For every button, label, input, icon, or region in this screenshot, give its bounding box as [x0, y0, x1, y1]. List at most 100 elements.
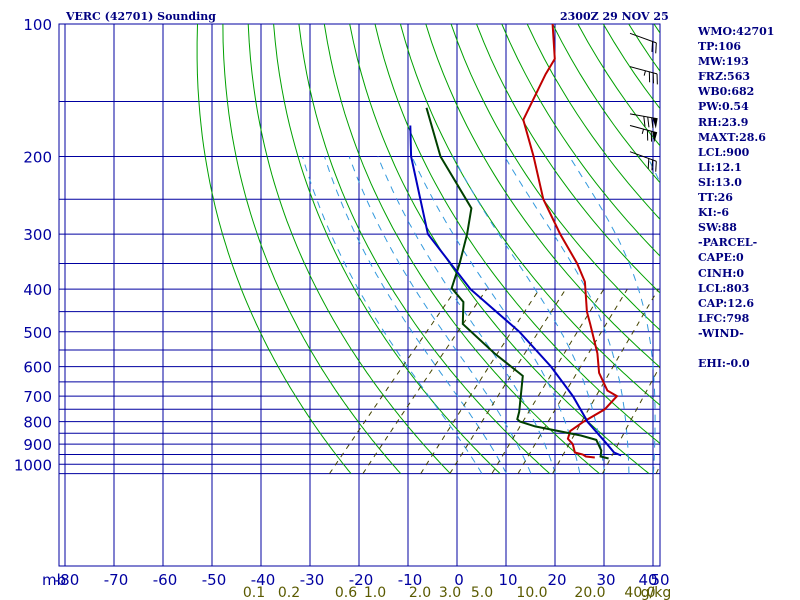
sounding-series	[409, 24, 622, 460]
dry-adiabat	[399, 24, 660, 406]
x-tick-label: mb	[42, 571, 66, 589]
x-tick-label: 10	[498, 571, 517, 589]
wind-barb	[629, 32, 657, 54]
stat-item: MAXT:28.6	[698, 130, 766, 144]
stat-item: CAP:12.6	[698, 296, 755, 310]
wind-barb-shaft	[629, 32, 657, 44]
y-tick-label: 200	[23, 149, 52, 167]
stat-item: SW:88	[698, 221, 737, 235]
y-tick-label: 400	[23, 281, 52, 299]
dry-adiabat	[196, 24, 352, 474]
y-tick-label: 600	[23, 359, 52, 377]
mixing-ratio-line	[449, 288, 567, 474]
moist-adiabat	[568, 156, 656, 474]
dry-adiabat	[349, 24, 650, 474]
dry-adiabats	[196, 24, 660, 474]
mixing-ratio-label: 20.0	[574, 585, 605, 600]
stat-item: EHI:-0.0	[698, 357, 750, 371]
dry-adiabat	[298, 24, 551, 474]
y-tick-label: 800	[23, 414, 52, 432]
y-tick-label: 700	[23, 388, 52, 406]
y-tick-label: 500	[23, 324, 52, 342]
x-tick-label: -20	[349, 571, 374, 589]
mixing-ratio-label: 0.2	[278, 585, 300, 600]
dry-adiabat	[450, 24, 660, 331]
temperature-line	[522, 24, 619, 459]
x-tick-label: 30	[596, 571, 615, 589]
dry-adiabat	[476, 24, 660, 294]
stat-item: -PARCEL-	[698, 236, 758, 250]
grid-lines	[58, 23, 661, 567]
wind-barb-flag	[655, 161, 657, 172]
stat-item: WMO:42701	[698, 25, 775, 38]
wind-barb-pennant	[652, 117, 658, 129]
wind-barb	[629, 66, 658, 85]
mixing-ratio-label: 40.0	[624, 585, 655, 600]
wind-barb	[629, 151, 657, 172]
moist-adiabat	[504, 156, 630, 474]
x-tick-label: 50	[650, 571, 669, 589]
stat-item: SI:13.0	[698, 175, 742, 189]
x-tick-label: -30	[300, 571, 325, 589]
stats-panel: WMO:42701 TP:106 MW:193 FRZ:563 WB0:682 PW:0.…	[698, 24, 798, 371]
moist-adiabat	[348, 156, 532, 474]
moist-adiabat	[377, 156, 556, 474]
wind-barb-flag	[651, 159, 654, 171]
parcel-line	[409, 125, 622, 457]
stat-item: CINH:0	[698, 266, 745, 280]
mixing-ratio-line	[552, 288, 659, 474]
mixing-ratio-label: 1.0	[364, 585, 386, 600]
wind-barb-flag	[651, 41, 654, 52]
wind-barb-half-flag	[643, 70, 646, 76]
mixing-ratio-line	[517, 288, 628, 474]
y-tick-label: 900	[23, 436, 52, 454]
stat-item: WB0:682	[698, 85, 755, 99]
dry-adiabat	[222, 24, 402, 474]
mixing-ratio-label: 10.0	[516, 585, 547, 600]
stat-item: FRZ:563	[698, 70, 751, 84]
mixing-ratio-label: 3.0	[439, 585, 461, 600]
wind-barb-flag	[647, 116, 650, 128]
dry-adiabat	[374, 24, 660, 445]
dry-adiabat	[323, 24, 600, 474]
y-tick-label: 1000	[14, 456, 52, 474]
stat-item: KI:-6	[698, 206, 729, 220]
wind-barb-shaft	[629, 66, 658, 75]
y-tick-label: 100	[23, 16, 52, 34]
x-tick-label: -40	[251, 571, 276, 589]
wind-barb	[629, 113, 658, 129]
x-tick-label: 40	[638, 571, 657, 589]
moist-adiabat	[452, 156, 605, 474]
stat-item: TT:26	[698, 191, 733, 205]
mixing-ratio-line	[491, 288, 605, 474]
mixing-ratio-line	[420, 288, 540, 474]
dry-adiabat	[526, 24, 660, 221]
mixing-ratio-label: g/kg	[641, 585, 672, 600]
mixing-ratio-line	[329, 288, 457, 474]
wind-barb-flag	[655, 42, 657, 54]
wind-barb-flag	[647, 158, 650, 169]
x-tick-label: -80	[55, 571, 80, 589]
mixing-ratio-label: 0.1	[243, 585, 265, 600]
stat-item: MW:193	[698, 55, 749, 69]
x-tick-label: -10	[398, 571, 423, 589]
wind-barb-flag	[643, 116, 646, 127]
y-tick-label: 300	[23, 226, 52, 244]
stat-item: LCL:803	[698, 281, 750, 295]
moist-adiabat	[324, 156, 507, 474]
wind-barb-shaft	[629, 151, 657, 162]
stat-item: LCL:900	[698, 145, 750, 159]
mixing-ratio-line	[362, 288, 488, 474]
mixing-ratio-label: 0.6	[335, 585, 357, 600]
x-tick-label: -50	[202, 571, 227, 589]
stat-item: -WIND-	[698, 326, 744, 340]
x-tick-label: -60	[153, 571, 178, 589]
wind-barb-half-flag	[641, 128, 645, 135]
stat-item: PW:0.54	[698, 100, 749, 114]
mixing-ratio-label: 2.0	[409, 585, 431, 600]
x-tick-label: 20	[547, 571, 566, 589]
x-tick-label: 0	[454, 571, 464, 589]
wind-barb	[629, 124, 658, 143]
